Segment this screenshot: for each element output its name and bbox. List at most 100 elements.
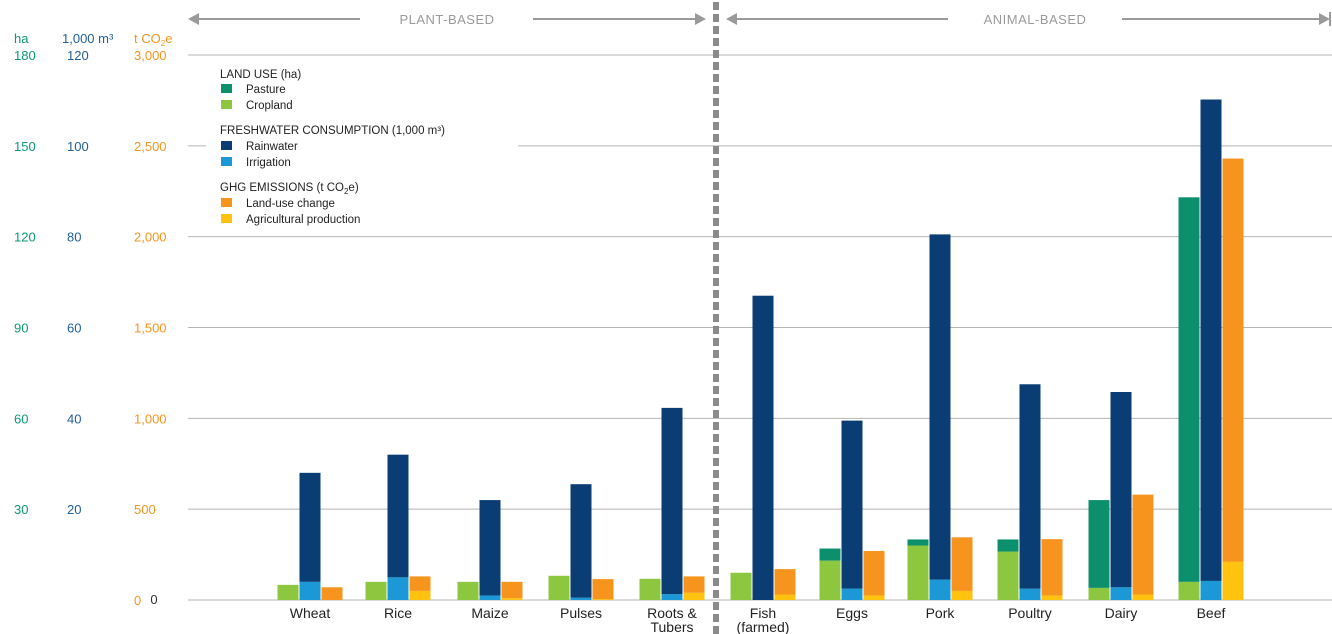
legend-cropland-swatch [221,100,232,109]
plant-based-header: PLANT-BASED [188,12,706,27]
bar-agricultural-production-fish-farmed- [774,594,796,600]
bar-agricultural-production-poultry [1041,595,1063,600]
bar-cropland-pulses [548,575,570,600]
legend-pasture-swatch [221,84,232,93]
tick-label: 20 [67,502,81,517]
category-labels: Wheat Rice Maize Pulses Roots & Tubers Fish (fa… [290,605,1226,634]
category-label: Pulses [560,605,602,621]
legend-irrigation-swatch [221,157,232,166]
tick-label: 180 [14,48,36,63]
bar-cropland-maize [457,581,479,600]
bar-irrigation-roots-tubers [661,594,683,600]
tick-label: 3,000 [134,48,167,63]
tick-label: 80 [67,230,81,245]
legend: LAND USE (ha) Pasture Cropland FRESHWATE… [206,60,518,232]
legend-pasture: Pasture [246,84,286,96]
bar-rainwater-eggs [841,420,863,589]
bar-pasture-dairy [1088,500,1110,588]
bar-irrigation-pork [929,579,951,600]
bar-rainwater-fish-farmed- [752,295,774,600]
bar-agricultural-production-pork [951,590,973,600]
category-label: Wheat [290,605,331,621]
bar-agricultural-production-rice [409,590,431,600]
bar-irrigation-eggs [841,588,863,600]
axis-ticks: 180 150 120 90 60 30 120 100 80 60 40 20 3,000 2,500 2… [14,48,167,608]
tick-label: 60 [14,411,28,426]
tick-label: 120 [67,48,89,63]
bar-pasture-eggs [819,548,841,561]
bar-rainwater-wheat [299,472,321,582]
legend-irrigation: Irrigation [246,157,291,169]
tick-label: 0 [134,593,141,608]
bars [277,99,1244,600]
bar-cropland-wheat [277,584,299,600]
bar-cropland-dairy [1088,587,1110,600]
legend-land-use-head: LAND USE (ha) [220,69,301,81]
bar-pasture-beef [1178,197,1200,582]
legend-rainwater-swatch [221,141,232,150]
bar-agricultural-production-roots-tubers [683,592,705,600]
bar-cropland-pork [907,545,929,600]
bar-rainwater-dairy [1110,391,1132,588]
tick-label: 40 [67,411,81,426]
bar-land-use-change-fish-farmed- [774,569,796,595]
bar-land-use-change-eggs [863,550,885,596]
bar-land-use-change-pulses [592,579,614,600]
bar-pasture-poultry [997,539,1019,552]
legend-agri-production-swatch [221,214,232,223]
plant-based-label: PLANT-BASED [399,12,494,27]
bar-irrigation-poultry [1019,588,1041,600]
bar-cropland-eggs [819,560,841,600]
legend-cropland: Cropland [246,100,293,112]
legend-ghg-head: GHG EMISSIONS (t CO2e) [220,182,359,196]
bar-irrigation-wheat [299,581,321,600]
bar-agricultural-production-dairy [1132,594,1154,600]
bar-irrigation-beef [1200,580,1222,600]
legend-water-head: FRESHWATER CONSUMPTION (1,000 m³) [220,125,445,137]
tick-label: 500 [134,502,156,517]
bar-cropland-fish-farmed- [730,572,752,600]
legend-landuse-change: Land-use change [246,198,335,210]
tick-label: 120 [14,230,36,245]
bar-cropland-roots-tubers [639,578,661,600]
bar-rainwater-maize [479,500,501,596]
bar-agricultural-production-beef [1222,561,1244,600]
category-label: Maize [471,605,509,621]
bar-rainwater-rice [387,454,409,578]
tick-label: 60 [67,321,81,336]
tick-label: 90 [14,321,28,336]
animal-based-header: ANIMAL-BASED [726,12,1331,27]
bar-rainwater-roots-tubers [661,407,683,595]
category-label: Poultry [1008,605,1052,621]
bar-agricultural-production-eggs [863,595,885,600]
bar-land-use-change-dairy [1132,494,1154,595]
legend-landuse-change-swatch [221,198,232,207]
category-label: Beef [1197,605,1226,621]
bar-land-use-change-rice [409,576,431,591]
bar-rainwater-pulses [570,484,592,598]
bar-agricultural-production-maize [501,598,523,600]
legend-agri-production: Agricultural production [246,214,360,226]
category-label: Eggs [836,605,868,621]
bar-land-use-change-poultry [1041,539,1063,596]
bar-rainwater-pork [929,234,951,580]
tick-label: 150 [14,139,36,154]
bar-irrigation-pulses [570,597,592,600]
bar-irrigation-dairy [1110,587,1132,600]
bar-cropland-poultry [997,551,1019,600]
tick-label: 30 [14,502,28,517]
axis-unit-ha: ha [14,31,29,46]
tick-label: 2,000 [134,230,167,245]
bar-cropland-rice [365,581,387,600]
bar-cropland-beef [1178,581,1200,600]
axis-unit-co2: t CO2e [134,31,172,48]
bar-rainwater-beef [1200,99,1222,581]
category-label: Dairy [1105,605,1138,621]
axis-unit-water: 1,000 m³ [62,31,114,46]
bar-pasture-pork [907,539,929,546]
category-label: Rice [384,605,412,621]
bar-rainwater-poultry [1019,384,1041,589]
bar-land-use-change-beef [1222,158,1244,562]
bar-land-use-change-pork [951,537,973,591]
bar-land-use-change-maize [501,581,523,599]
